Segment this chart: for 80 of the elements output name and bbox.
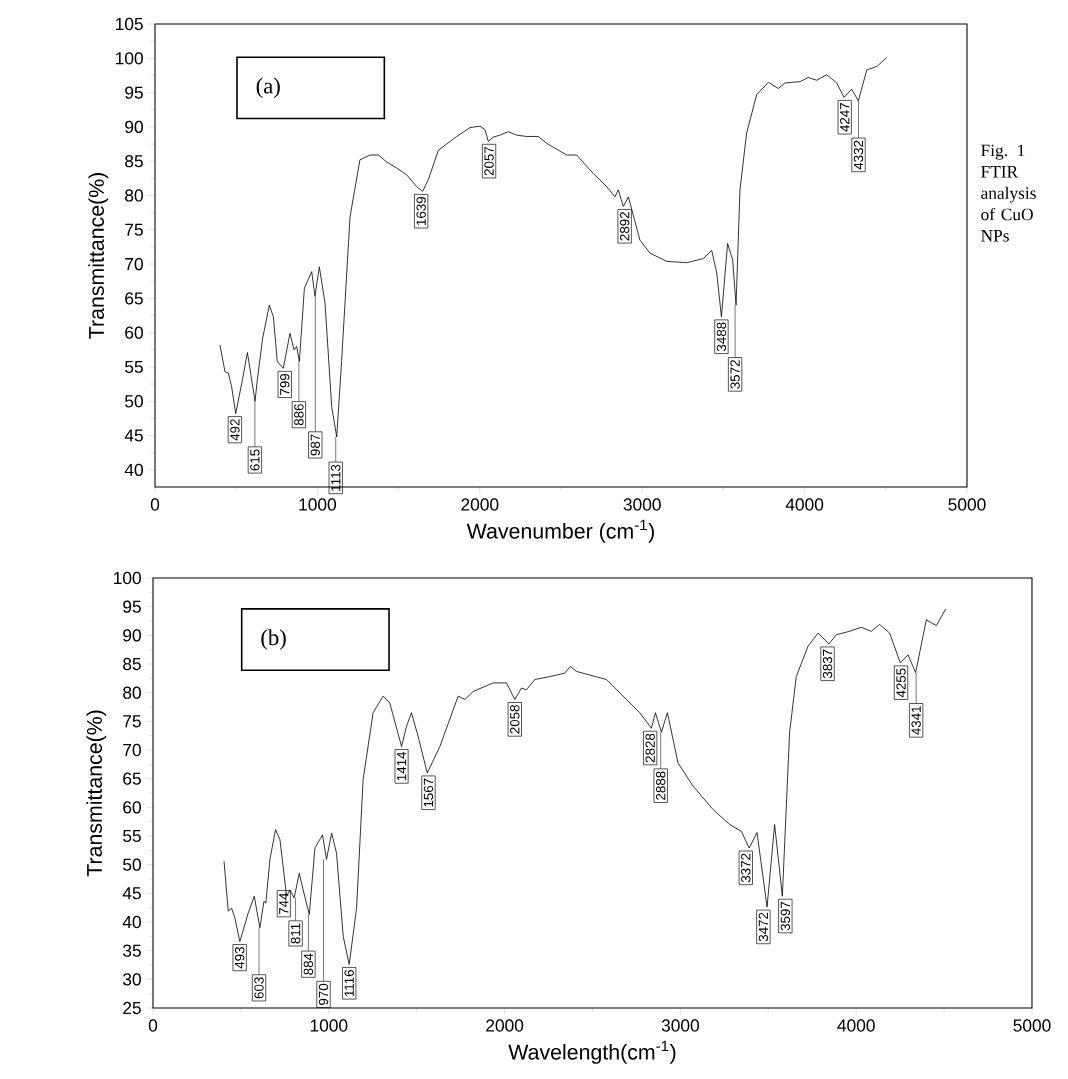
annotation: 744 <box>279 892 289 915</box>
y-tick-label: 90 <box>125 120 143 134</box>
annotation: 1116 <box>344 970 354 997</box>
annotation: 886 <box>294 404 304 426</box>
x-tick-label: 4000 <box>837 1019 875 1032</box>
y-tick-label: 55 <box>125 360 143 373</box>
x-tick-label: 5000 <box>948 498 986 511</box>
annotation: 2892 <box>619 212 630 241</box>
annotation: 4332 <box>853 140 864 170</box>
annotation: 1567 <box>423 778 434 807</box>
annotation: 2058 <box>510 705 520 734</box>
annotation: 603 <box>254 977 264 999</box>
annotation: 3372 <box>741 853 751 883</box>
y-tick-label: 45 <box>124 429 143 442</box>
annotation: 4341 <box>911 706 921 735</box>
x-tick-label: 1000 <box>299 498 336 511</box>
annotation: 3472 <box>758 912 769 942</box>
annotation: 3572 <box>730 360 740 389</box>
y-tick-label: 85 <box>125 155 143 168</box>
y-tick-label: 100 <box>116 52 143 65</box>
y-tick-label: 40 <box>124 463 143 476</box>
annotation: 987 <box>310 434 320 456</box>
y-tick-label: 60 <box>125 326 143 339</box>
annotation: 811 <box>290 923 301 944</box>
annotation: 799 <box>280 373 290 395</box>
y-tick-label: 75 <box>123 715 141 728</box>
y-tick-label: 65 <box>125 292 143 305</box>
y-tick-label: 60 <box>123 801 141 814</box>
y-tick-label: 30 <box>123 973 141 986</box>
annotation: (b) <box>261 629 286 650</box>
annotation: (a) <box>256 77 280 99</box>
annotation: 2888 <box>655 771 666 800</box>
x-tick-label: 4000 <box>785 498 824 511</box>
x-tick-label: 3000 <box>623 498 661 511</box>
x-tick-label: 5000 <box>1013 1019 1051 1032</box>
y-tick-label: 85 <box>123 657 141 671</box>
annotation: 1113 <box>331 464 341 491</box>
y-tick-label: 95 <box>125 86 143 99</box>
y-axis-title: Transmittance(%) <box>86 710 107 877</box>
y-tick-label: 50 <box>125 395 143 408</box>
y-tick-label: 70 <box>125 257 143 271</box>
y-tick-label: 40 <box>122 915 141 929</box>
x-axis-title: Wavenumber (cm$^{-1}$) <box>466 519 654 543</box>
annotation: 493 <box>234 947 245 969</box>
x-tick-label: 0 <box>150 498 160 511</box>
annotation: 1414 <box>396 751 407 781</box>
y-tick-label: 80 <box>123 686 141 699</box>
y-tick-label: 70 <box>123 743 141 757</box>
y-tick-label: 75 <box>125 223 143 236</box>
y-tick-label: 45 <box>122 887 141 900</box>
y-axis-title: Transmittance(%) <box>88 173 109 339</box>
annotation: 3488 <box>716 322 727 352</box>
annotation: 4247 <box>840 103 850 132</box>
y-tick-label: 35 <box>123 944 141 957</box>
y-tick-label: 55 <box>123 829 141 843</box>
x-tick-label: 2000 <box>461 498 499 511</box>
annotation: 2828 <box>645 733 655 763</box>
x-axis-title: Wavelength(cm$^{-1}$) <box>508 1040 676 1064</box>
annotation: 2057 <box>484 146 494 176</box>
y-tick-label: 80 <box>125 189 143 202</box>
y-tick-label: 25 <box>123 1001 141 1015</box>
y-tick-label: 90 <box>123 629 141 642</box>
annotation: 3837 <box>822 649 833 679</box>
x-tick-label: 1000 <box>310 1019 348 1032</box>
x-tick-label: 2000 <box>486 1019 524 1032</box>
caption: Fig. 1 FTIR analysis of CuO NPs <box>981 144 1036 242</box>
y-tick-label: 50 <box>123 858 141 871</box>
annotation: 970 <box>318 983 329 1005</box>
annotation: 884 <box>303 953 314 975</box>
annotation: 492 <box>230 419 240 441</box>
x-tick-label: 3000 <box>661 1019 699 1032</box>
annotation: 615 <box>250 449 260 471</box>
x-tick-label: 0 <box>148 1019 158 1032</box>
y-tick-label: 65 <box>123 772 141 785</box>
annotation: 1639 <box>416 196 426 225</box>
y-tick-label: 100 <box>114 571 141 585</box>
annotation: 3597 <box>780 901 791 931</box>
y-tick-label: 95 <box>123 600 141 613</box>
y-tick-label: 105 <box>116 17 143 31</box>
annotation: 4255 <box>896 668 906 698</box>
